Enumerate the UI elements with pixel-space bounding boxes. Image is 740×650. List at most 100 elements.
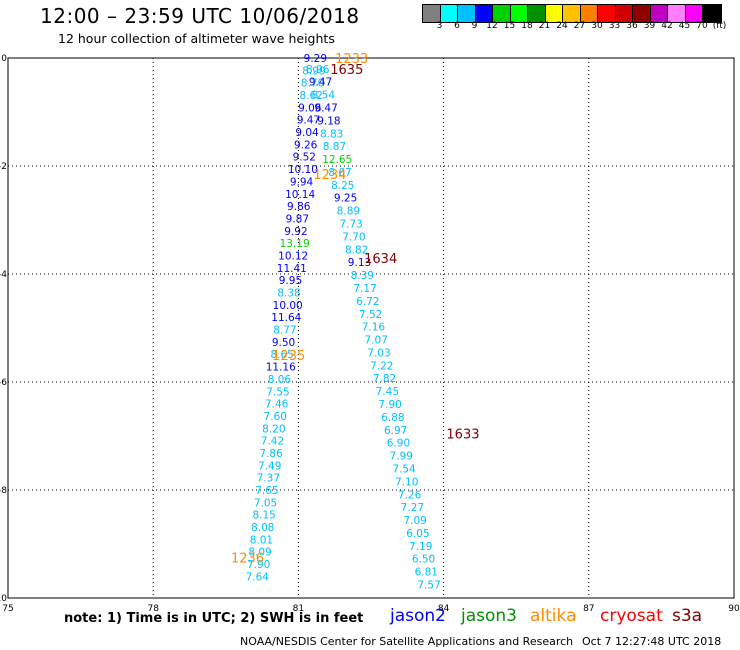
color-swatch [440,5,458,22]
wave-height-label: 7.19 [409,541,432,553]
y-tick-label: 0 [1,54,7,64]
color-scale-bar [422,4,722,23]
wave-height-label: 10.12 [278,250,308,262]
wave-height-label: 8.39 [351,270,374,282]
color-scale-label: 15 [503,21,516,31]
color-scale-label: 45 [678,21,691,31]
wave-height-label: 11.41 [277,263,307,275]
wave-height-label: 8.62 [299,90,322,102]
color-swatch [545,5,563,22]
wave-height-label: 13.19 [280,238,310,250]
wave-height-label: 8.77 [273,325,296,337]
color-scale-label: 70 [696,21,708,31]
x-tick-label: 87 [583,604,594,614]
wave-height-label: 7.42 [261,436,284,448]
time-label: 1634 [364,252,397,267]
legend-item-altika: altika [530,606,577,626]
time-label: 1633 [446,427,479,442]
wave-height-label: 7.10 [395,476,418,488]
x-tick-label: 75 [2,604,13,614]
wave-height-label: 7.52 [359,309,382,321]
wave-height-label: 7.26 [398,489,422,501]
color-swatch [685,5,703,22]
wave-height-label: 9.04 [295,127,319,139]
axes: 75 78 81 84 87 90 0 -2 -4 -6 -8 -10 [0,54,740,614]
time-label: 1236 [231,552,264,567]
wave-height-label: 6.50 [412,554,435,566]
wave-height-label: 9.47 [297,115,320,127]
wave-height-label: 7.86 [259,448,283,460]
color-swatch [475,5,493,22]
color-scale-label: 27 [573,21,586,31]
wave-height-label: 7.49 [258,460,281,472]
note-text: note: 1) Time is in UTC; 2) SWH is in fe… [64,611,364,626]
color-swatch [563,5,581,22]
wave-height-label: 10.00 [273,300,303,312]
wave-height-label: 6.88 [381,412,404,424]
color-scale-label: 6 [454,21,460,31]
color-scale-label: 9 [471,21,478,31]
wave-height-label: 9.86 [287,201,311,213]
wave-height-label: 8.38 [277,288,300,300]
x-tick-label: 90 [728,604,740,614]
legend-item-jason2: jason2 [390,606,446,626]
wave-height-label: 8.83 [320,128,343,140]
wave-height-label: 7.45 [376,386,399,398]
wave-height-label: 7.90 [378,399,401,411]
wave-height-label: 9.13 [348,257,371,269]
wave-height-label: 7.05 [254,497,277,509]
wave-height-label: 9.52 [293,152,316,164]
legend-item-jason3: jason3 [461,606,517,626]
grid-lines [8,58,734,598]
wave-height-label: 7.46 [265,399,289,411]
wave-height-label: 9.26 [294,139,318,151]
credit-text: NOAA/NESDIS Center for Satellite Applica… [240,635,574,648]
wave-height-label: 7.90 [247,559,270,571]
color-scale-label: (ft) [712,21,727,31]
wave-height-label: 8.25 [331,180,354,192]
wave-height-label: 10.14 [285,189,315,201]
color-swatch [423,5,441,22]
wave-height-label: 7.99 [390,451,413,463]
wave-height-label: 9.50 [272,337,295,349]
time-label: 1233 [335,52,368,67]
wave-height-label: 7.54 [392,463,416,475]
satellite-tracks: 9.298.998.708.629.069.479.049.269.5210.1… [246,53,441,592]
color-swatch [668,5,686,22]
wave-height-label: 7.70 [342,231,365,243]
wave-height-label: 8.89 [337,206,360,218]
y-tick-label: -8 [0,486,7,496]
wave-height-label: 7.37 [257,473,280,485]
wave-height-label: 9.25 [334,193,357,205]
wave-height-label: 9.06 [298,102,322,114]
y-tick-label: -10 [0,594,7,604]
wave-height-label: 7.07 [365,335,388,347]
color-swatch [598,5,616,22]
wave-height-label: 6.05 [406,528,429,540]
color-scale-label: 24 [556,21,568,31]
wave-height-label: 8.15 [252,510,275,522]
wave-height-label: 7.64 [246,571,270,583]
time-label: 1234 [313,168,346,183]
color-swatch [458,5,476,22]
wave-height-label: 7.22 [370,360,393,372]
wave-height-label: 8.06 [268,374,292,386]
wave-height-label: 7.27 [401,502,424,514]
wave-height-label: 8.08 [251,522,274,534]
wave-height-label: 7.60 [264,411,287,423]
color-scale-label: 36 [626,21,638,31]
color-scale-label: 30 [591,21,603,31]
wave-height-label: 7.65 [255,485,278,497]
wave-height-label: 9.95 [279,275,302,287]
color-scale-label: 18 [521,21,533,31]
plot-frame [7,57,735,599]
wave-height-label: 8.96 [306,64,330,76]
color-scale-label: 39 [643,21,656,31]
wave-height-label: 8.82 [345,244,368,256]
y-tick-label: -2 [0,162,7,172]
wave-height-label: 9.47 [309,77,332,89]
wave-height-label: 7.82 [373,373,396,385]
y-tick-label: -4 [0,270,7,280]
time-label: 1235 [272,349,305,364]
